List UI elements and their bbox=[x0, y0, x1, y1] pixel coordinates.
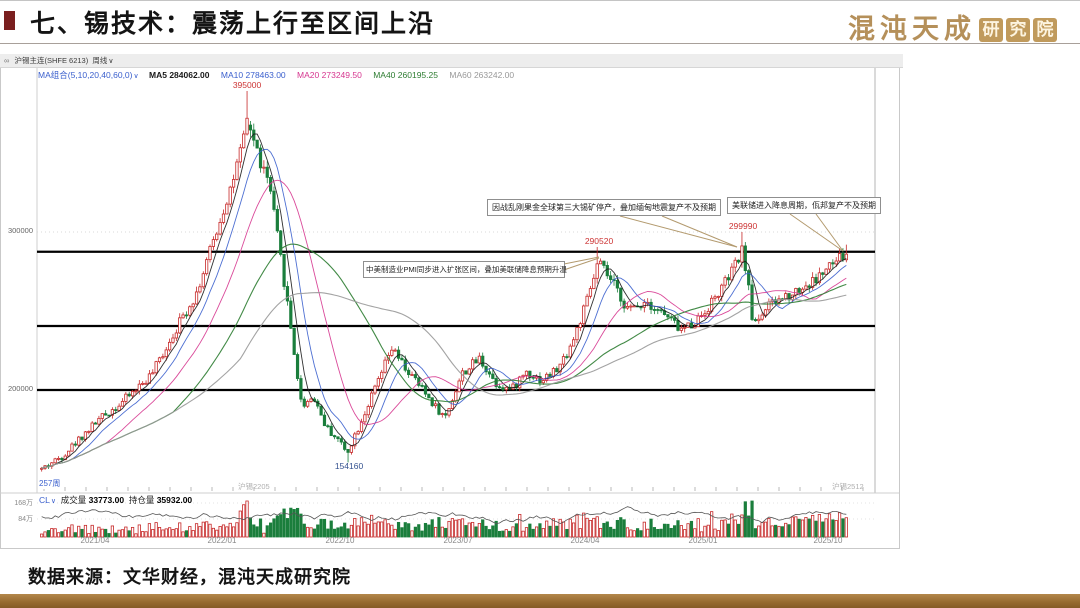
logo-wordmark: 混沌天成 bbox=[848, 14, 976, 44]
instrument-title: 沪锡主连(SHFE 6213) bbox=[14, 56, 89, 65]
ma-legend: MA组合(5,10,20,40,60,0)∨ MA5 284062.00 MA1… bbox=[38, 69, 523, 81]
title-bullet bbox=[4, 11, 15, 30]
page-title: 七、锡技术：震荡上行至区间上沿 bbox=[30, 11, 436, 38]
weeks-count-label: 257周 bbox=[39, 478, 61, 489]
price-label-2024-high: 290520 bbox=[584, 236, 614, 246]
volume-axis-label: 168万 bbox=[14, 500, 33, 507]
ma-combo-dropdown[interactable]: MA组合(5,10,20,40,60,0)∨ bbox=[38, 70, 139, 80]
logo-seal-icon: 究 bbox=[1006, 18, 1030, 42]
x-axis-label: 2025/01 bbox=[688, 536, 718, 545]
x-axis-label: 2021/04 bbox=[80, 536, 110, 545]
logo-seal-icon: 研 bbox=[979, 18, 1003, 42]
window-icon: ∞ bbox=[4, 56, 10, 65]
period-selector[interactable]: 周线∨ bbox=[92, 56, 114, 65]
contract-label-right: 沪锡2512 bbox=[832, 482, 864, 491]
annotation-box-pmi[interactable]: 中美制造业PMI同步进入扩张区间，叠加美联储降息预期升温 bbox=[363, 261, 567, 278]
ma10-legend: MA10 278463.00 bbox=[220, 70, 286, 80]
annotation-box-mine-halt[interactable]: 因战乱刚果金全球第三大锡矿停产，叠加缅甸地震复产不及预期 bbox=[487, 199, 721, 216]
data-source: 数据来源：文华财经，混沌天成研究院 bbox=[28, 567, 351, 587]
chevron-down-icon: ∨ bbox=[133, 73, 139, 80]
price-label-high: 395000 bbox=[232, 80, 262, 90]
x-axis-label: 2022/01 bbox=[207, 536, 237, 545]
ma60-legend: MA60 263242.00 bbox=[449, 70, 515, 80]
volume-header: CL∨ 成交量 33773.00 持仓量 35932.00 bbox=[39, 494, 192, 506]
logo-seal-icon: 院 bbox=[1033, 18, 1057, 42]
y-axis-label: 300000 bbox=[7, 226, 33, 235]
price-label-low: 154160 bbox=[334, 461, 364, 471]
contract-label-left: 沪锡2205 bbox=[238, 482, 270, 491]
top-edge-line bbox=[0, 0, 1080, 1]
x-axis-label: 2023/07 bbox=[443, 536, 473, 545]
volume-axis-label: 84万 bbox=[18, 516, 33, 523]
x-axis-label: 2024/04 bbox=[570, 536, 600, 545]
volume-label: 成交量 bbox=[60, 495, 87, 505]
ma5-legend: MA5 284062.00 bbox=[149, 70, 210, 80]
oi-label: 持仓量 bbox=[128, 495, 155, 505]
company-logo: 混沌天成研究院 bbox=[848, 7, 1057, 46]
volume-indicator-dropdown[interactable]: CL∨ bbox=[39, 495, 56, 505]
annotation-box-fed-cut[interactable]: 美联储进入降息周期，佤邦复产不及预期 bbox=[727, 197, 881, 214]
volume-value: 33773.00 bbox=[88, 495, 125, 505]
x-axis-label: 2022/10 bbox=[325, 536, 355, 545]
title-divider bbox=[0, 43, 1080, 44]
chart-window-titlebar[interactable]: ∞ 沪锡主连(SHFE 6213) 周线∨ bbox=[0, 54, 903, 68]
wenhua-chart-window bbox=[0, 54, 900, 549]
price-label-2025-high: 299990 bbox=[728, 221, 758, 231]
y-axis-label: 200000 bbox=[7, 384, 33, 393]
ma20-legend: MA20 273249.50 bbox=[297, 70, 362, 80]
oi-value: 35932.00 bbox=[156, 495, 193, 505]
ma40-legend: MA40 260195.25 bbox=[373, 70, 438, 80]
candlestick-chart[interactable] bbox=[0, 54, 900, 548]
chevron-down-icon: ∨ bbox=[50, 498, 56, 505]
chevron-down-icon: ∨ bbox=[108, 58, 114, 65]
x-axis-label: 2025/10 bbox=[813, 536, 843, 545]
bottom-accent-bar bbox=[0, 594, 1080, 608]
